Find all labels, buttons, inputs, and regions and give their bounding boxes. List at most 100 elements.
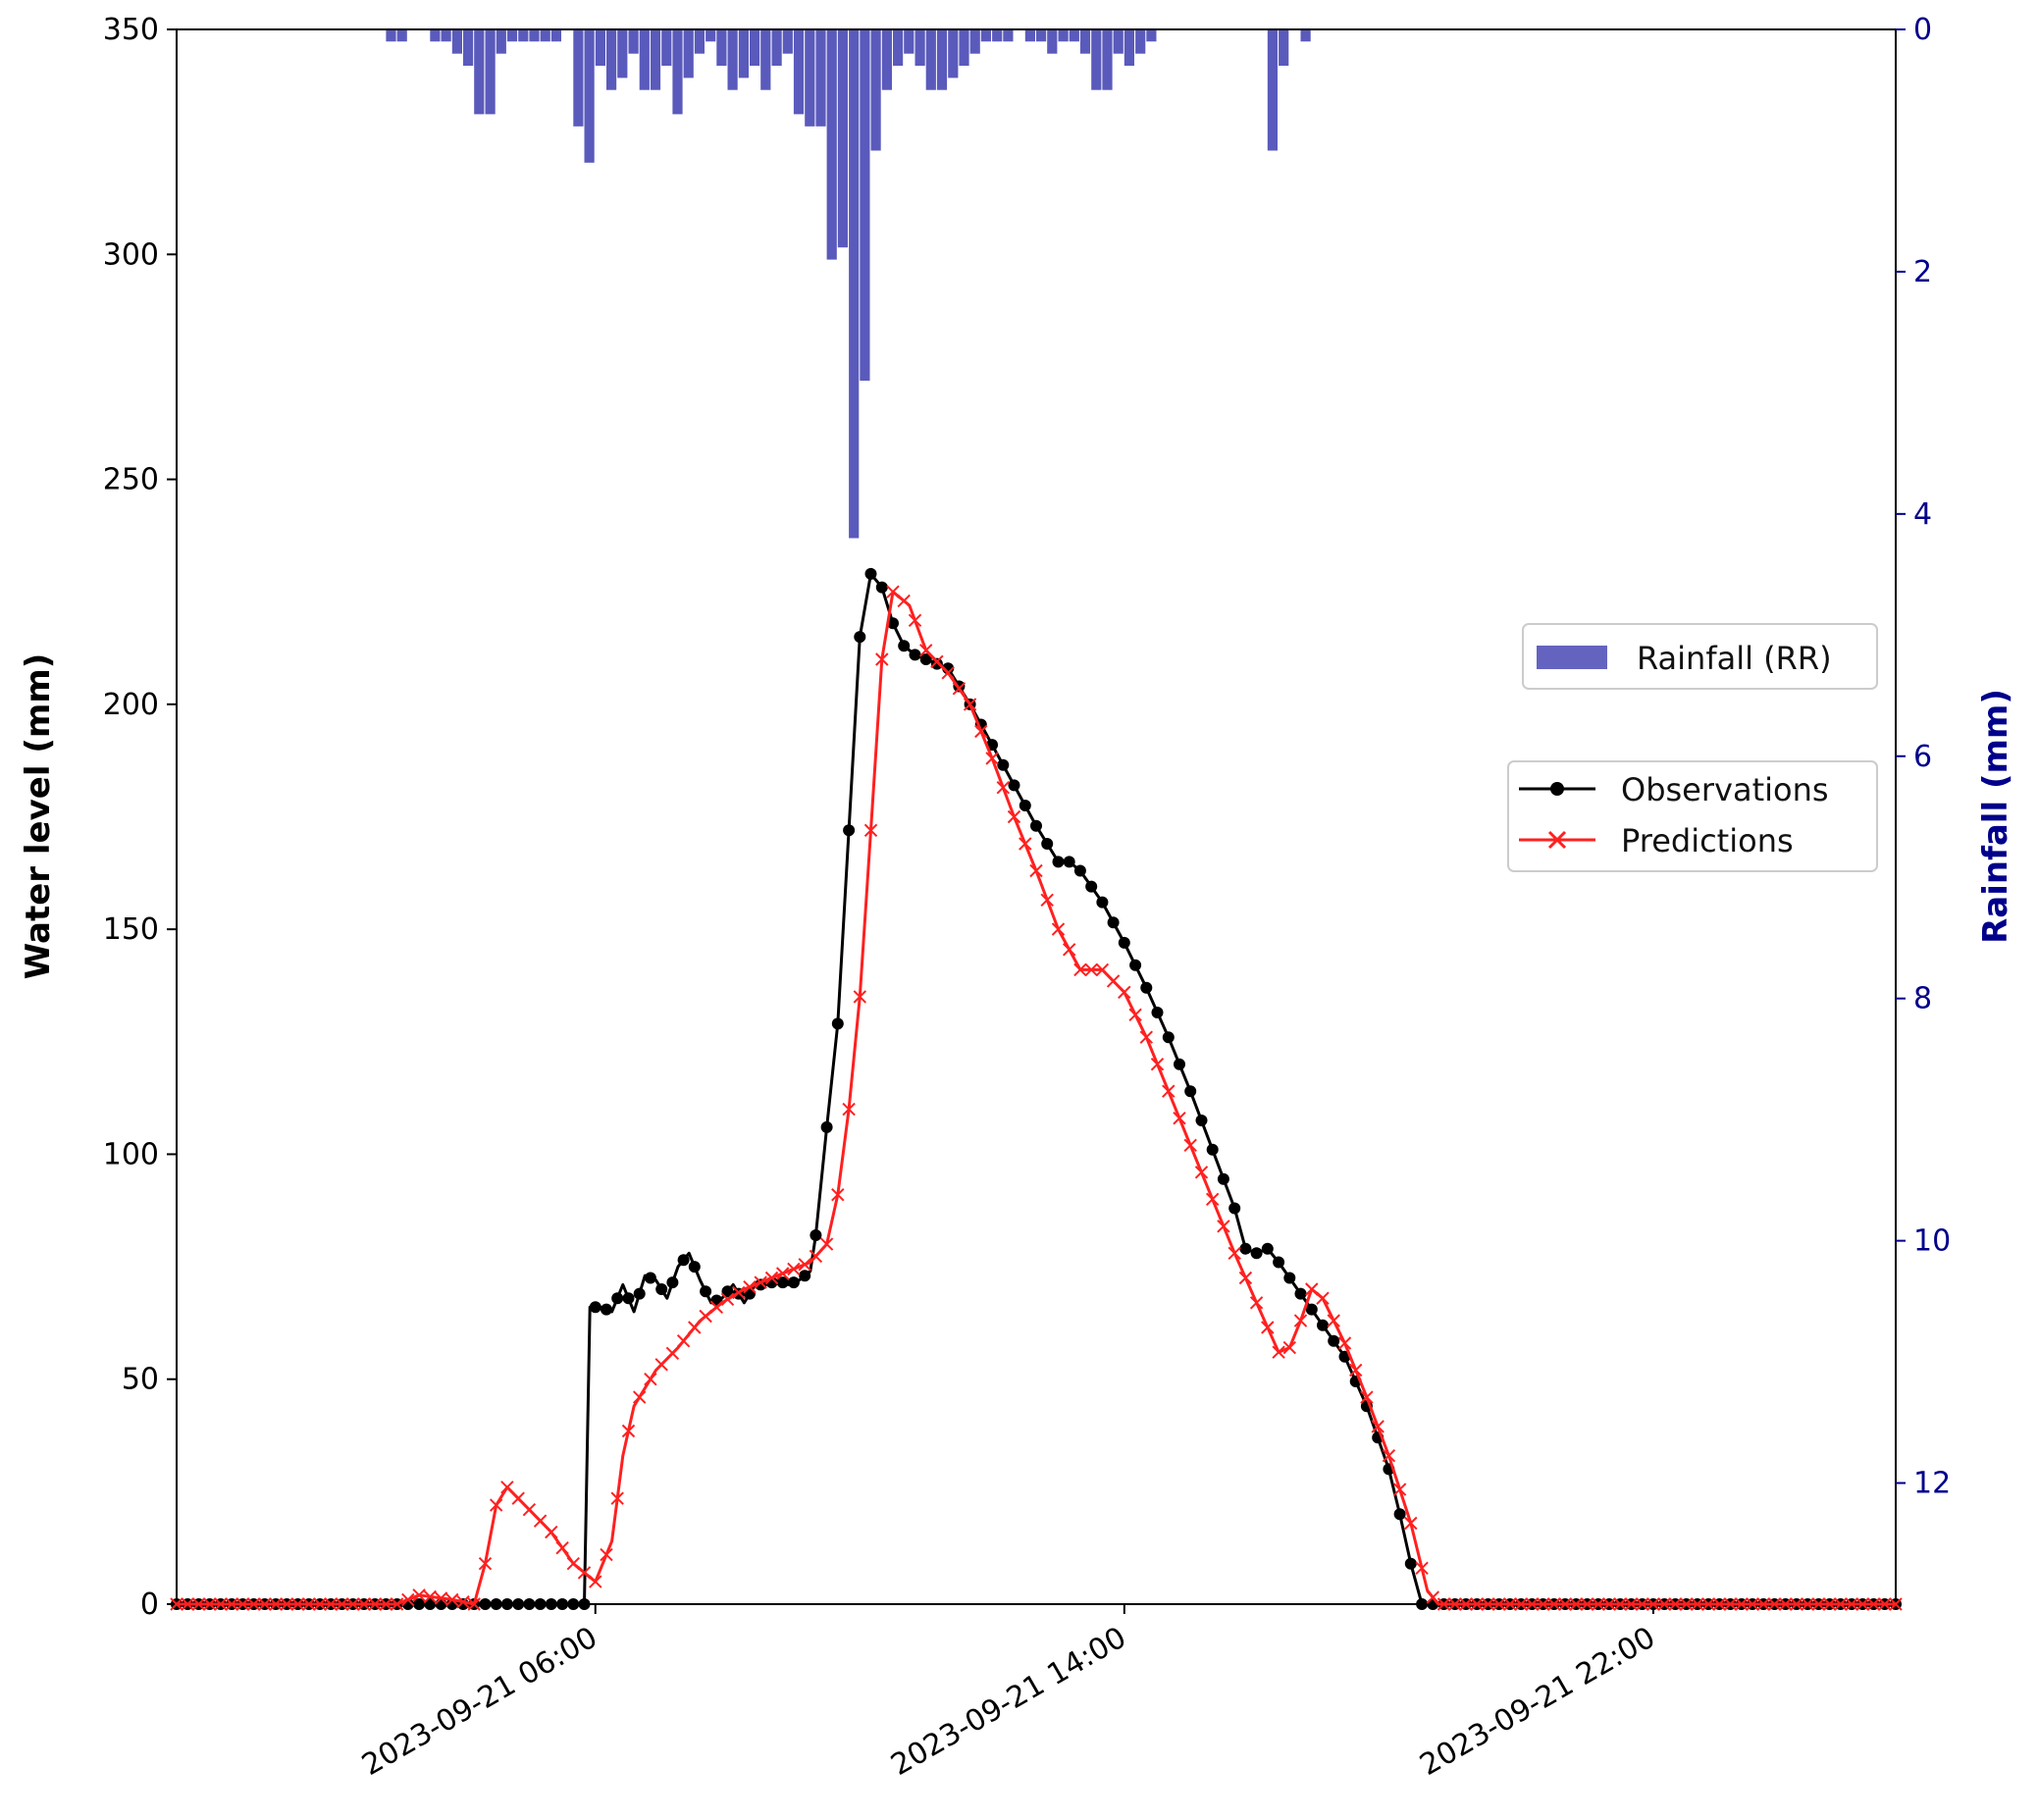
rainfall-bar: [705, 29, 716, 42]
observation-marker: [1393, 1508, 1406, 1521]
observation-marker: [1019, 800, 1031, 811]
observation-marker: [854, 631, 866, 644]
rainfall-bar: [650, 29, 661, 90]
prediction-marker: [1547, 1597, 1561, 1611]
prediction-marker: [1194, 1166, 1209, 1179]
rainfall-legend-frame: [1522, 623, 1878, 690]
observation-marker: [1129, 959, 1142, 971]
rainfall-bar: [518, 29, 529, 42]
prediction-marker: [368, 1597, 382, 1611]
prediction-marker: [1613, 1597, 1627, 1611]
rainfall-bar: [683, 29, 694, 78]
prediction-marker: [676, 1333, 691, 1348]
prediction-marker: [489, 1498, 503, 1512]
prediction-marker: [1415, 1561, 1429, 1576]
prediction-marker: [1525, 1597, 1540, 1611]
prediction-marker: [1459, 1597, 1473, 1611]
prediction-marker: [423, 1589, 438, 1604]
prediction-marker: [1866, 1597, 1881, 1611]
prediction-marker: [324, 1597, 338, 1611]
right-tick-label: 8: [1913, 982, 1932, 1016]
observation-marker: [1317, 1319, 1329, 1331]
prediction-marker: [1238, 1271, 1253, 1285]
prediction-marker: [1790, 1597, 1803, 1611]
prediction-marker: [1845, 1597, 1858, 1611]
prediction-marker: [566, 1556, 581, 1571]
prediction-marker: [1282, 1340, 1297, 1355]
rainfall-bar: [1279, 29, 1289, 66]
prediction-marker: [1580, 1597, 1594, 1611]
prediction-marker: [335, 1597, 349, 1611]
observation-marker: [1250, 1247, 1263, 1260]
observation-marker: [787, 1276, 800, 1289]
prediction-marker: [952, 682, 967, 696]
observations-legend-marker: [1550, 782, 1564, 796]
x-tick-label: 2023-09-21 14:00: [885, 1621, 1132, 1783]
rainfall-bar: [904, 29, 914, 54]
x-tick-label: 2023-09-21 22:00: [1414, 1621, 1661, 1783]
prediction-marker: [1635, 1597, 1649, 1611]
observation-marker: [534, 1598, 547, 1610]
prediction-marker: [1073, 962, 1087, 977]
observation-marker: [655, 1283, 668, 1295]
prediction-marker: [555, 1540, 569, 1555]
right-axis-ticks: 0 2 4 6 8 10 12: [1896, 13, 1951, 1501]
observation-marker: [512, 1598, 525, 1610]
prediction-marker: [1261, 1321, 1275, 1334]
prediction-marker: [478, 1556, 493, 1571]
prediction-marker: [1834, 1597, 1848, 1611]
prediction-marker: [1062, 943, 1076, 957]
prediction-marker: [1668, 1597, 1683, 1611]
observation-marker: [1063, 856, 1075, 868]
prediction-marker: [1205, 1192, 1220, 1207]
rainfall-bar: [1058, 29, 1069, 42]
rainfall-bar: [441, 29, 451, 42]
rainfall-bar: [672, 29, 683, 115]
prediction-marker: [1756, 1597, 1770, 1611]
right-tick-label: 4: [1913, 497, 1932, 532]
right-tick-label: 10: [1913, 1224, 1951, 1259]
prediction-marker: [1051, 922, 1066, 936]
left-tick-label: 0: [140, 1587, 159, 1622]
prediction-marker: [775, 1267, 790, 1280]
prediction-marker: [963, 698, 977, 711]
predictions-legend-marker: [1547, 830, 1567, 850]
rainfall-bar: [694, 29, 705, 54]
observation-marker: [1261, 1242, 1274, 1255]
rainfall-bar: [584, 29, 595, 163]
prediction-marker: [1404, 1516, 1418, 1531]
rainfall-bar: [793, 29, 805, 115]
prediction-marker: [1712, 1597, 1727, 1611]
prediction-marker: [345, 1597, 360, 1611]
prediction-marker: [1448, 1597, 1462, 1611]
rainfall-bar: [1267, 29, 1278, 151]
prediction-marker: [290, 1597, 305, 1611]
observation-marker: [589, 1301, 601, 1314]
observation-marker: [688, 1261, 701, 1274]
rainfall-bar: [506, 29, 518, 42]
prediction-marker: [1316, 1291, 1330, 1305]
observation-marker: [1305, 1303, 1318, 1316]
prediction-marker: [1007, 809, 1021, 824]
rainfall-bar: [893, 29, 904, 66]
rainfall-bar: [716, 29, 727, 66]
prediction-marker: [610, 1491, 624, 1505]
prediction-marker: [545, 1525, 558, 1539]
observation-marker: [578, 1598, 591, 1610]
prediction-marker: [1491, 1597, 1506, 1611]
observations-series: [171, 567, 1902, 1610]
observation-marker: [1118, 936, 1130, 949]
left-tick-label: 50: [122, 1363, 159, 1397]
rainfall-bar: [969, 29, 980, 54]
observation-marker: [1416, 1598, 1429, 1610]
observation-marker: [1174, 1058, 1185, 1070]
prediction-marker: [1348, 1363, 1363, 1378]
prediction-marker: [1470, 1597, 1484, 1611]
prediction-marker: [644, 1372, 657, 1386]
observation-marker: [1052, 856, 1065, 868]
observation-marker: [875, 581, 888, 594]
rainfall-bar: [881, 29, 892, 90]
prediction-marker: [1723, 1597, 1738, 1611]
prediction-marker: [1437, 1597, 1451, 1611]
rainfall-bar: [540, 29, 550, 42]
